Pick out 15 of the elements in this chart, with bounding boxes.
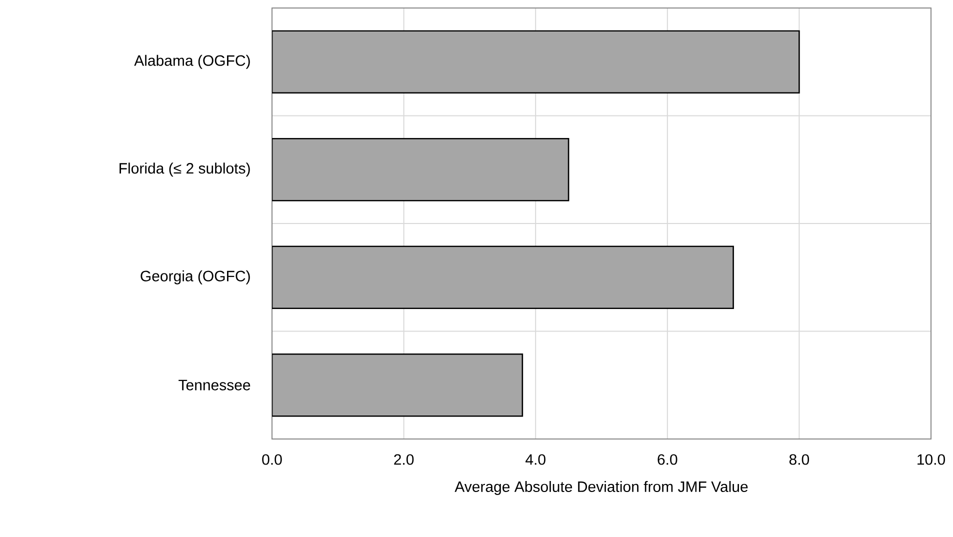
x-tick-label: 6.0 [658, 454, 678, 465]
x-tick-label: 10.0 [918, 454, 945, 465]
x-axis-title: Average Absolute Deviation from JMF Value [454, 481, 748, 495]
bar [272, 30, 800, 94]
y-tick-label: Georgia (OGFC) [140, 270, 250, 284]
bar [272, 246, 734, 310]
x-tick-label: 4.0 [526, 454, 546, 465]
x-tick-label: 0.0 [262, 454, 282, 465]
x-tick-label: 8.0 [789, 454, 810, 465]
y-tick-label: Tennessee [178, 380, 250, 390]
bar [272, 138, 570, 202]
y-tick-label: Alabama (OGFC) [134, 54, 250, 69]
x-tick-label: 2.0 [394, 454, 414, 465]
y-tick-label: Florida (≤ 2 sublots) [120, 162, 250, 177]
bar [272, 353, 524, 417]
